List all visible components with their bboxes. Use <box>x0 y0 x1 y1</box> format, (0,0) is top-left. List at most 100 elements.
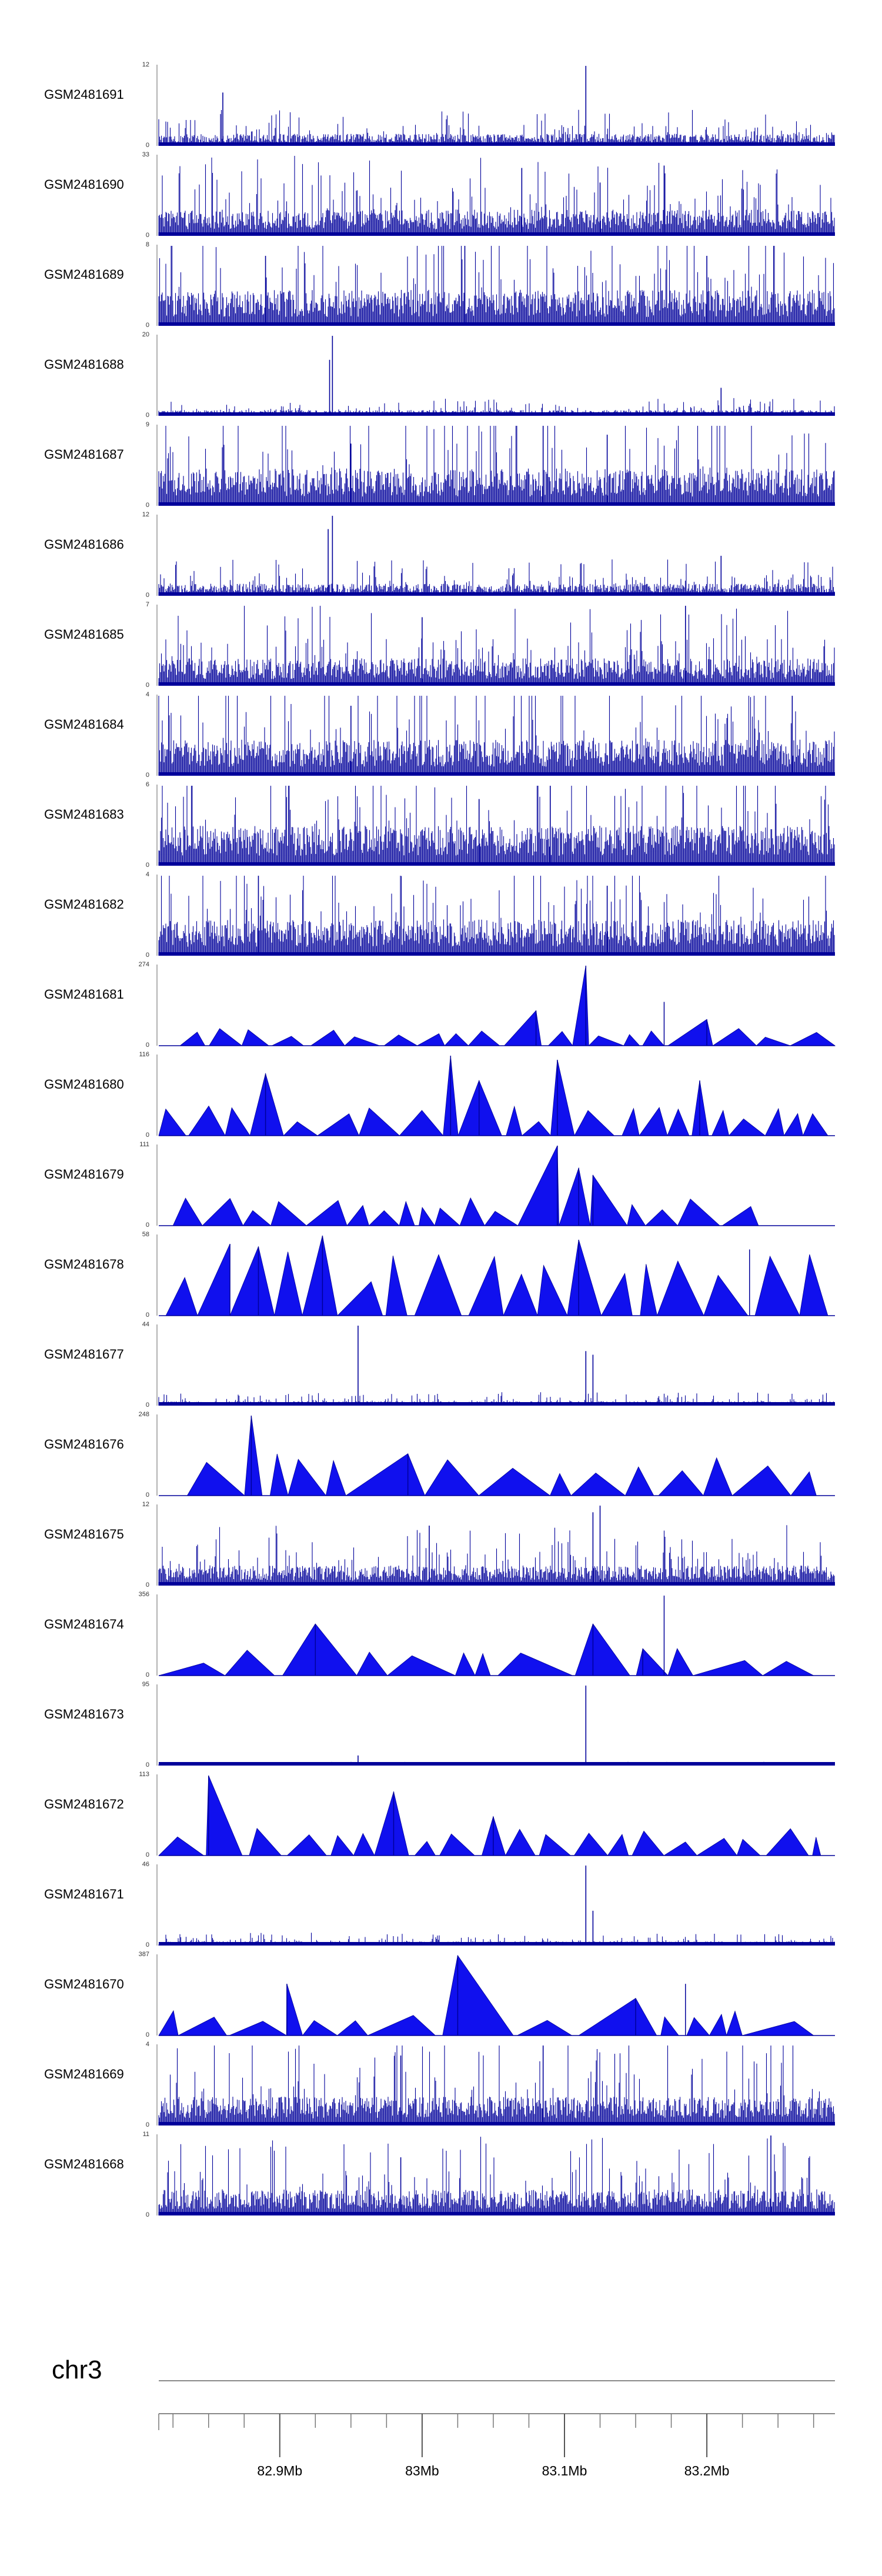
y-min-label: 0 <box>145 1491 149 1499</box>
coverage-triangle <box>282 1623 358 1676</box>
y-max-label: 7 <box>145 601 149 608</box>
coverage-triangle <box>667 1019 713 1046</box>
baseline-band <box>159 1942 835 1946</box>
coverage-triangle <box>336 2020 369 2036</box>
baseline-band <box>159 772 835 776</box>
y-min-label: 0 <box>145 1851 149 1858</box>
track-label: GSM2481688 <box>44 357 124 372</box>
coverage-signal <box>158 559 835 596</box>
coverage-triangle <box>274 1252 303 1316</box>
track-GSM2481685: GSM2481685 7 0 <box>0 601 882 695</box>
coverage-signal <box>158 696 835 776</box>
coverage-triangle <box>726 2010 743 2036</box>
coverage-triangle <box>158 1663 226 1676</box>
coverage-bars <box>158 696 835 776</box>
track-label: GSM2481672 <box>44 1797 124 1811</box>
coverage-triangle <box>414 1254 462 1316</box>
y-min-label: 0 <box>145 1312 149 1319</box>
coverage-triangle <box>244 1415 263 1496</box>
track-plot <box>156 335 835 416</box>
coverage-triangle <box>574 1623 631 1676</box>
track-label: GSM2481689 <box>44 267 124 282</box>
y-max-label: 12 <box>142 61 149 68</box>
coverage-triangle <box>559 1167 591 1226</box>
coverage-triangle <box>272 1036 305 1046</box>
track-label: GSM2481681 <box>44 987 124 1002</box>
track-GSM2481680: GSM2481680 116 0 <box>0 1051 882 1144</box>
coverage-triangle <box>506 1105 523 1136</box>
y-min-label: 0 <box>145 502 149 509</box>
track-label: GSM2481678 <box>44 1257 124 1272</box>
track-label: GSM2481671 <box>44 1887 124 1901</box>
track-label: GSM2481677 <box>44 1347 124 1362</box>
track-label: GSM2481684 <box>44 717 124 732</box>
coverage-triangles <box>172 1145 759 1226</box>
track-GSM2481687: GSM2481687 9 0 <box>0 421 882 515</box>
track-GSM2481679: GSM2481679 111 0 <box>0 1141 882 1234</box>
coverage-triangle <box>419 1206 435 1226</box>
axis-tick-label: 83.2Mb <box>684 2463 730 2478</box>
track-GSM2481675: GSM2481675 12 0 <box>0 1501 882 1594</box>
coverage-triangle <box>607 1834 629 1856</box>
coverage-triangle <box>756 1036 791 1046</box>
y-min-label: 0 <box>145 862 149 869</box>
coverage-triangle <box>754 1255 800 1316</box>
coverage-bars <box>158 426 835 506</box>
track-label: GSM2481668 <box>44 2157 124 2171</box>
y-min-label: 0 <box>145 772 149 779</box>
y-min-label: 0 <box>145 952 149 959</box>
track-GSM2481676: GSM2481676 248 0 <box>0 1411 882 1504</box>
coverage-signal <box>158 156 835 236</box>
coverage-triangle <box>368 1210 400 1226</box>
track-plot <box>156 425 835 506</box>
coverage-triangle <box>286 1983 303 2036</box>
coverage-triangle <box>224 1650 275 1676</box>
baseline-band <box>159 2212 835 2215</box>
track-GSM2481688: GSM2481688 20 0 <box>0 331 882 425</box>
coverage-triangle <box>547 1031 573 1046</box>
track-label: GSM2481683 <box>44 807 124 822</box>
coverage-triangle <box>667 1108 690 1136</box>
track-label: GSM2481674 <box>44 1617 124 1631</box>
coverage-triangle <box>783 1113 804 1136</box>
coverage-triangle <box>600 1273 633 1316</box>
coverage-triangle <box>249 1072 284 1136</box>
coverage-triangle <box>521 1121 552 1136</box>
coverage-triangle <box>358 1107 400 1136</box>
y-max-label: 387 <box>138 1951 149 1958</box>
coverage-triangle <box>197 1243 230 1316</box>
coverage-triangle <box>346 1204 370 1226</box>
coverage-triangle <box>386 1655 456 1676</box>
track-GSM2481690: GSM2481690 33 0 <box>0 151 882 245</box>
coverage-signal <box>158 2046 835 2125</box>
coverage-triangle <box>249 1827 282 1856</box>
y-max-label: 116 <box>139 1051 149 1058</box>
coverage-bars <box>158 876 835 956</box>
coverage-bars <box>158 246 835 326</box>
coverage-triangle <box>624 1466 654 1496</box>
coverage-triangle <box>353 1833 375 1856</box>
coverage-triangle <box>567 1239 602 1316</box>
coverage-bars <box>158 2137 835 2215</box>
coverage-triangle <box>570 1472 626 1496</box>
track-plot <box>156 2044 835 2125</box>
coverage-triangle <box>627 1204 646 1226</box>
y-min-label: 0 <box>145 592 149 599</box>
track-GSM2481673: GSM2481673 95 0 <box>0 1681 882 1774</box>
coverage-triangle <box>703 1457 733 1496</box>
coverage-bars <box>158 2046 835 2125</box>
y-min-label: 0 <box>145 1222 149 1229</box>
coverage-triangles <box>158 1775 821 1856</box>
track-GSM2481674: GSM2481674 356 0 <box>0 1591 882 1684</box>
y-max-label: 11 <box>142 2131 149 2138</box>
y-max-label: 8 <box>145 241 149 248</box>
coverage-triangle <box>270 1201 308 1226</box>
y-min-label: 0 <box>145 2211 149 2218</box>
coverage-triangle <box>731 1465 791 1496</box>
coverage-triangle <box>632 1830 664 1856</box>
coverage-triangle <box>622 1107 640 1136</box>
track-plot <box>156 1864 835 1946</box>
y-max-label: 12 <box>142 511 149 518</box>
track-GSM2481684: GSM2481684 4 0 <box>0 691 882 785</box>
coverage-triangle <box>728 1118 766 1136</box>
